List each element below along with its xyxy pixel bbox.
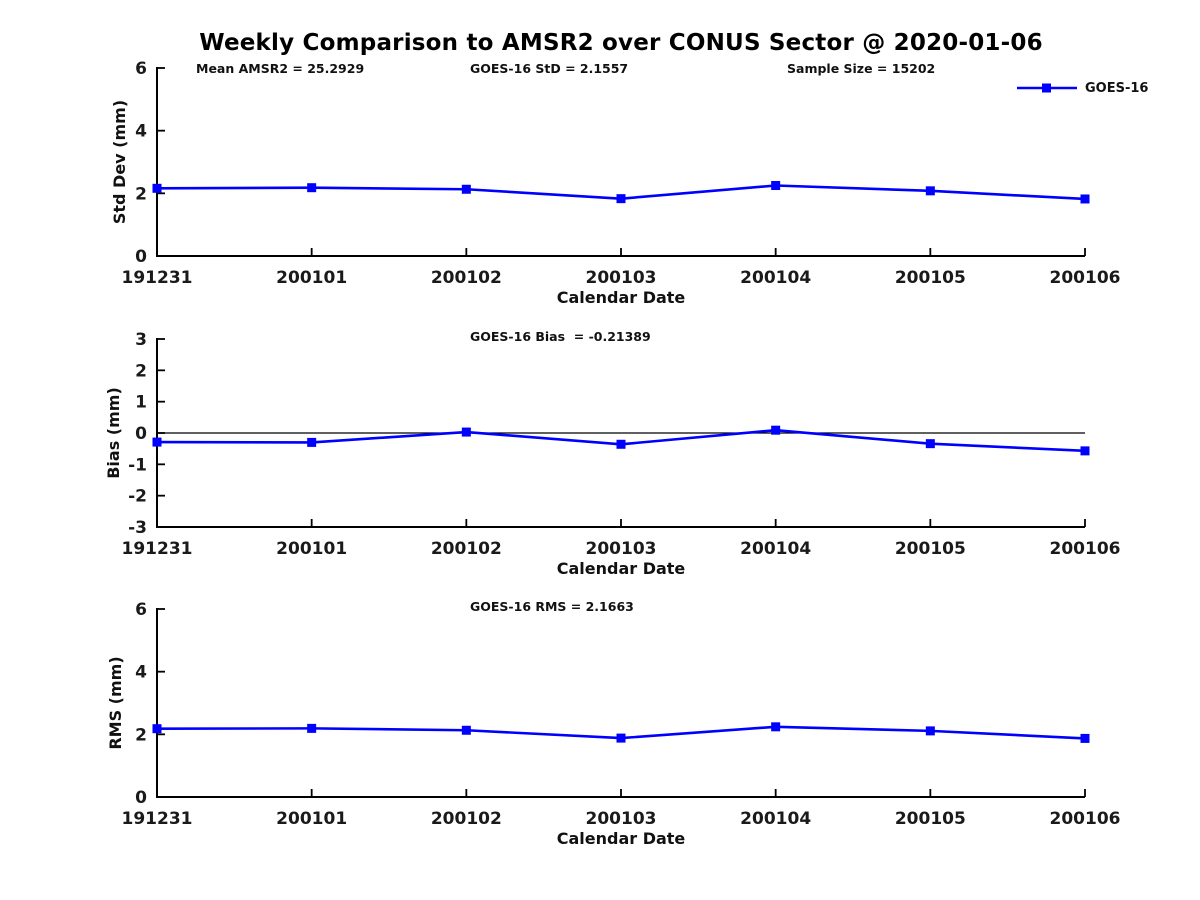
- data-point-marker: [925, 726, 935, 736]
- legend-line-icon: [1017, 83, 1077, 93]
- y-tick-label: 0: [135, 788, 147, 808]
- x-tick-label: 191231: [122, 809, 193, 829]
- x-tick-label: 200103: [586, 809, 657, 829]
- x-axis-label-rms: Calendar Date: [556, 829, 686, 848]
- data-point-marker: [925, 186, 935, 196]
- annotation-sample-size: Sample Size = 15202: [787, 61, 936, 76]
- x-tick-label: 200101: [276, 268, 347, 288]
- y-tick-label: 0: [135, 247, 147, 267]
- data-point-marker: [1080, 446, 1090, 456]
- data-point-marker: [461, 725, 471, 735]
- x-tick-label: 200103: [586, 268, 657, 288]
- y-tick-label: 2: [135, 361, 147, 381]
- data-point-marker: [152, 437, 162, 447]
- x-tick-label: 191231: [122, 539, 193, 559]
- annotation-mean-amsr2: Mean AMSR2 = 25.2929: [196, 61, 365, 76]
- annotation-goes16-std: GOES-16 StD = 2.1557: [470, 61, 629, 76]
- data-point-marker: [925, 439, 935, 449]
- x-tick-label: 200106: [1050, 539, 1121, 559]
- data-point-marker: [1080, 194, 1090, 204]
- data-point-marker: [616, 194, 626, 204]
- annotation-goes16-bias: GOES-16 Bias = -0.21389: [470, 329, 651, 344]
- chart-title: Weekly Comparison to AMSR2 over CONUS Se…: [199, 30, 1043, 56]
- x-tick-label: 200101: [276, 809, 347, 829]
- chart-rms: 0 2 4 6 191231 200101 200102 200103 200104 200105…: [122, 600, 1121, 829]
- legend-label: GOES-16: [1085, 80, 1149, 96]
- y-tick-label: 3: [135, 330, 147, 350]
- y-tick-label: 4: [135, 663, 147, 683]
- x-tick-label: 200105: [895, 539, 966, 559]
- data-point-marker: [152, 183, 162, 193]
- y-axis-label-bias: Bias (mm): [104, 387, 123, 479]
- data-point-marker: [616, 439, 626, 449]
- legend: GOES-16: [1016, 80, 1148, 96]
- annotation-goes16-rms: GOES-16 RMS = 2.1663: [470, 599, 634, 614]
- chart-std-dev: 0 2 4 6 191231 200101 200102 200103 200104 200105…: [122, 59, 1121, 288]
- x-tick-label: 200102: [431, 268, 502, 288]
- y-tick-label: -2: [128, 487, 147, 507]
- x-tick-label: 191231: [122, 268, 193, 288]
- data-point-marker: [771, 722, 781, 732]
- data-point-marker: [307, 437, 317, 447]
- chart-bias: -3 -2 -1 0 1 2 3 191231 200101 200102 200103 200104…: [122, 330, 1121, 559]
- data-point-marker: [1080, 733, 1090, 743]
- data-point-marker: [307, 723, 317, 733]
- x-tick-label: 200105: [895, 809, 966, 829]
- data-point-marker: [461, 184, 471, 194]
- y-tick-label: 0: [135, 424, 147, 444]
- y-tick-label: 6: [135, 59, 147, 79]
- data-point-marker: [771, 181, 781, 190]
- x-tick-label: 200104: [740, 809, 811, 829]
- y-tick-label: 2: [135, 184, 147, 204]
- y-tick-label: 1: [135, 393, 147, 413]
- x-tick-label: 200102: [431, 809, 502, 829]
- x-tick-label: 200106: [1050, 268, 1121, 288]
- x-tick-label: 200104: [740, 539, 811, 559]
- x-tick-label: 200102: [431, 539, 502, 559]
- data-point-marker: [307, 183, 317, 193]
- y-tick-label: -3: [128, 518, 147, 538]
- x-axis-label-bias: Calendar Date: [556, 559, 686, 578]
- x-tick-label: 200101: [276, 539, 347, 559]
- data-point-marker: [771, 425, 781, 435]
- data-point-marker: [616, 733, 626, 743]
- y-axis-label-rms: RMS (mm): [106, 656, 125, 750]
- y-tick-label: 6: [135, 600, 147, 620]
- y-tick-label: -1: [128, 455, 147, 475]
- data-point-marker: [152, 724, 162, 734]
- y-tick-label: 4: [135, 122, 147, 142]
- x-tick-label: 200104: [740, 268, 811, 288]
- y-tick-label: 2: [135, 725, 147, 745]
- y-axis-label-std-dev: Std Dev (mm): [110, 99, 129, 225]
- x-tick-label: 200106: [1050, 809, 1121, 829]
- data-point-marker: [461, 427, 471, 437]
- x-axis-label-std-dev: Calendar Date: [556, 288, 686, 307]
- x-tick-label: 200103: [586, 539, 657, 559]
- x-tick-label: 200105: [895, 268, 966, 288]
